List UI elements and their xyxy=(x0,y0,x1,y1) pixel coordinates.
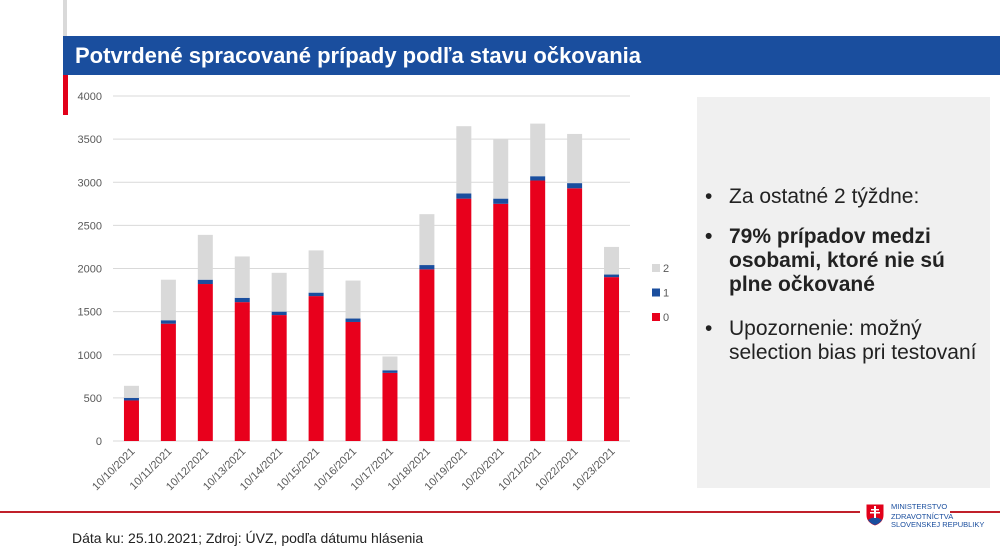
footer-source: Dáta ku: 25.10.2021; Zdroj: ÚVZ, podľa d… xyxy=(72,530,424,546)
bar-segment-2 xyxy=(308,250,324,293)
bar-segment-2 xyxy=(456,126,472,194)
bar-segment-1 xyxy=(530,176,546,181)
y-tick-label: 3500 xyxy=(78,134,102,146)
bar-segment-2 xyxy=(493,139,509,199)
legend-swatch xyxy=(652,313,660,321)
bar-segment-2 xyxy=(419,214,435,266)
legend-label: 1 xyxy=(663,288,669,300)
summary-panel: • Za ostatné 2 týždne: • 79% prípadov medz… xyxy=(697,97,990,488)
ministry-logo: MINISTERSTVO ZDRAVOTNÍCTVA SLOVENSKEJ RE… xyxy=(865,500,1000,530)
coat-of-arms-icon xyxy=(865,503,885,527)
y-tick-label: 2500 xyxy=(78,220,102,232)
y-tick-label: 0 xyxy=(96,436,102,448)
bar-segment-0 xyxy=(308,296,324,441)
bar-segment-2 xyxy=(197,234,213,280)
bar-segment-1 xyxy=(382,370,398,373)
legend-swatch xyxy=(652,264,660,272)
bar-segment-1 xyxy=(271,311,287,316)
bullet-item: • Upozornenie: možný selection bias pri t… xyxy=(705,317,977,364)
bullet-item: • 79% prípadov medzi osobami, ktoré nie s… xyxy=(705,225,945,296)
bar-segment-1 xyxy=(419,265,435,270)
bar-segment-1 xyxy=(345,318,361,322)
bar-segment-0 xyxy=(530,180,546,441)
bar-segment-1 xyxy=(567,183,583,189)
bullet-item: • Za ostatné 2 týždne: xyxy=(705,185,920,208)
bar-segment-0 xyxy=(345,321,361,441)
bar-segment-0 xyxy=(456,198,472,441)
bar-segment-2 xyxy=(271,272,287,312)
y-tick-label: 1000 xyxy=(78,350,102,362)
bar-segment-1 xyxy=(308,292,324,297)
bar-segment-1 xyxy=(123,397,139,401)
bar-segment-2 xyxy=(160,279,176,321)
divider xyxy=(950,511,1000,513)
bar-segment-2 xyxy=(234,256,250,298)
bar-segment-2 xyxy=(604,246,620,275)
bar-segment-1 xyxy=(456,193,472,199)
legend-label: 2 xyxy=(663,263,669,275)
bar-segment-0 xyxy=(197,284,213,441)
accent-bar xyxy=(63,75,68,115)
bar-segment-2 xyxy=(530,123,546,177)
decorative-line xyxy=(63,0,67,36)
bar-segment-1 xyxy=(493,198,509,204)
bar-segment-0 xyxy=(271,315,287,441)
y-tick-label: 3000 xyxy=(78,177,102,189)
bar-segment-0 xyxy=(234,302,250,441)
bar-segment-2 xyxy=(382,356,398,371)
divider xyxy=(0,511,860,513)
bar-segment-1 xyxy=(604,274,620,278)
bar-segment-0 xyxy=(123,400,139,441)
bar-segment-0 xyxy=(419,269,435,441)
y-tick-label: 4000 xyxy=(78,91,102,103)
bar-segment-2 xyxy=(345,280,361,319)
y-tick-label: 1500 xyxy=(78,307,102,319)
bar-segment-0 xyxy=(160,323,176,441)
bar-segment-1 xyxy=(197,279,213,285)
bar-segment-2 xyxy=(567,133,583,184)
y-tick-label: 2000 xyxy=(78,264,102,276)
bar-segment-1 xyxy=(234,297,250,303)
bar-segment-2 xyxy=(123,385,139,398)
bar-segment-0 xyxy=(567,188,583,441)
bar-segment-0 xyxy=(604,277,620,441)
bar-segment-1 xyxy=(160,320,176,324)
legend-label: 0 xyxy=(663,312,669,324)
page-title: Potvrdené spracované prípady podľa stavu… xyxy=(63,36,1000,75)
legend-swatch xyxy=(652,288,660,297)
bar-segment-0 xyxy=(382,372,398,441)
stacked-bar-chart: 0500100015002000250030003500400010/10/20… xyxy=(78,91,670,493)
bar-segment-0 xyxy=(493,203,509,441)
y-tick-label: 500 xyxy=(84,393,102,405)
